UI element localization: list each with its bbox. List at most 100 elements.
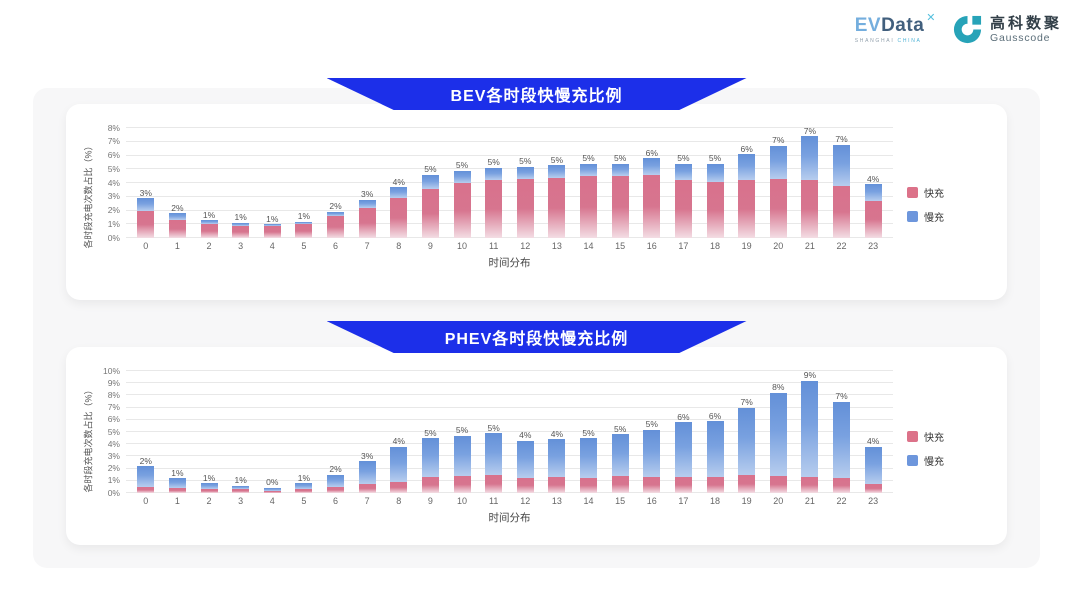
- legend-label: 慢充: [924, 212, 944, 224]
- bar-hour-4: 0%: [257, 371, 289, 493]
- bar-hour-13: 5%: [541, 128, 573, 238]
- fast-charge-segment: [137, 486, 155, 493]
- y-tick-label: 7%: [107, 401, 120, 412]
- fast-charge-segment: [706, 181, 724, 238]
- fast-charge-segment: [706, 477, 724, 493]
- x-tick-label: 17: [678, 241, 689, 251]
- evdata-tagline-right: CHINA: [897, 37, 922, 44]
- x-tick-label: 23: [868, 496, 879, 506]
- phev-x-ticks: 0 1 2 3 4 5 6 7 8 9 10 11 12 13 14 15 16 17 18 19 20 21 22 23: [126, 493, 893, 506]
- bar-hour-9: 5%: [415, 128, 447, 238]
- bev-legend: 快充慢充: [893, 114, 991, 294]
- slow-charge-segment: [390, 187, 408, 199]
- bar-hour-22: 7%: [826, 128, 858, 238]
- fast-charge-segment: [738, 180, 756, 238]
- bar-hour-1: 1%: [162, 371, 194, 493]
- slow-charge-segment: [485, 433, 503, 475]
- fast-charge-swatch: [907, 430, 918, 442]
- bar-value-label: 5%: [582, 427, 595, 438]
- slow-charge-segment: [263, 224, 281, 227]
- gridline: 0%: [108, 233, 893, 241]
- bar-value-label: 5%: [708, 153, 722, 164]
- bar-hour-15: 5%: [604, 128, 636, 238]
- y-tick-label: 9%: [107, 377, 120, 388]
- bar-value-label: 6%: [645, 147, 658, 158]
- bar-hour-3: 1%: [225, 128, 257, 238]
- fast-charge-segment: [358, 484, 376, 493]
- gridline: 4%: [108, 439, 893, 447]
- bar-value-label: 5%: [519, 156, 532, 166]
- y-tick-label: 1%: [107, 218, 120, 229]
- x-tick-label: 8: [396, 241, 402, 251]
- slow-charge-segment: [137, 466, 155, 487]
- bar-hour-20: 7%: [763, 128, 795, 238]
- slow-charge-segment: [358, 461, 376, 485]
- fast-charge-segment: [168, 220, 186, 238]
- slow-charge-segment: [864, 446, 882, 485]
- slow-charge-segment: [200, 483, 218, 490]
- bar-hour-21: 7%: [794, 127, 826, 238]
- evdata-tagline-left: SHANGHAI: [854, 37, 895, 44]
- slow-charge-segment: [769, 392, 787, 476]
- fast-charge-segment: [137, 210, 155, 238]
- x-tick-label: 15: [615, 496, 626, 506]
- y-tick-label: 10%: [102, 365, 120, 376]
- fast-charge-segment: [263, 490, 281, 493]
- slow-charge-segment: [548, 165, 566, 178]
- bars-container: 3% 2% 1% 1% 1% 1% 2% 3% 4% 5% 5% 5% 5% 5% 5% 5% 6% 5% 5% 6%…: [130, 127, 889, 238]
- bar-hour-15: 5%: [604, 371, 636, 493]
- x-tick-label: 18: [710, 496, 721, 506]
- fast-charge-segment: [485, 474, 503, 493]
- fast-charge-segment: [580, 478, 598, 493]
- bar-hour-2: 1%: [193, 128, 225, 238]
- bar-hour-11: 5%: [478, 371, 510, 493]
- y-tick-label: 2%: [107, 204, 120, 215]
- legend-item-slow-charge[interactable]: 慢充: [907, 209, 991, 224]
- bar-hour-14: 5%: [573, 128, 605, 238]
- slow-charge-swatch: [907, 454, 918, 466]
- fast-charge-segment: [421, 477, 439, 493]
- bar-hour-22: 7%: [826, 371, 858, 493]
- x-tick-label: 0: [143, 241, 149, 251]
- gridline: 3%: [108, 452, 893, 460]
- bar-value-label: 3%: [361, 450, 374, 461]
- legend-label: 慢充: [924, 456, 944, 468]
- charts-panel: BEV各时段快慢充比例 各时段充电次数占比（%） 0% 1% 2% 3% 4% 5% 6% 7…: [33, 78, 1040, 568]
- gausscode-logo-icon: [952, 14, 983, 45]
- y-tick-label: 5%: [107, 426, 120, 437]
- bar-value-label: 1%: [234, 475, 247, 486]
- x-tick-label: 4: [269, 241, 275, 251]
- x-tick-label: 1: [174, 241, 180, 251]
- legend-item-fast-charge[interactable]: 快充: [907, 185, 991, 200]
- fast-charge-segment: [421, 188, 439, 238]
- bar-value-label: 2%: [329, 464, 342, 475]
- bev-x-axis-title: 时间分布: [488, 257, 531, 269]
- bev-chart-title: BEV各时段快慢充比例: [450, 88, 623, 105]
- x-tick-label: 8: [396, 496, 402, 506]
- bar-value-label: 4%: [519, 430, 532, 441]
- slow-charge-segment: [232, 485, 250, 490]
- legend-item-fast-charge[interactable]: 快充: [907, 429, 991, 444]
- evdata-ev-text: EV: [854, 14, 882, 36]
- phev-y-axis-title: 各时段充电次数占比（%）: [80, 357, 96, 539]
- slow-charge-segment: [611, 434, 629, 476]
- slow-charge-segment: [295, 221, 313, 225]
- fast-charge-segment: [358, 207, 376, 238]
- phev-plot-area: 0% 1% 2% 3% 4% 5% 6% 7% 8% 9% 10% 2% 1% 1% 1% 0% 1% 2% 3% 4…: [103, 366, 893, 496]
- bar-value-label: 5%: [614, 153, 627, 164]
- slow-charge-segment: [453, 435, 471, 476]
- x-tick-label: 6: [333, 496, 339, 506]
- bar-hour-5: 1%: [288, 371, 320, 493]
- bar-hour-12: 5%: [510, 128, 542, 238]
- bar-value-label: 4%: [392, 176, 405, 187]
- gridline: 7%: [108, 137, 893, 145]
- slow-charge-segment: [674, 163, 692, 181]
- legend-item-slow-charge[interactable]: 慢充: [907, 453, 991, 468]
- x-tick-label: 10: [457, 241, 468, 251]
- fast-charge-segment: [200, 489, 218, 493]
- bar-value-label: 8%: [772, 382, 785, 393]
- fast-charge-segment: [769, 475, 787, 493]
- y-tick-label: 0%: [107, 487, 120, 498]
- bar-hour-9: 5%: [415, 371, 447, 493]
- bar-value-label: 5%: [677, 153, 690, 164]
